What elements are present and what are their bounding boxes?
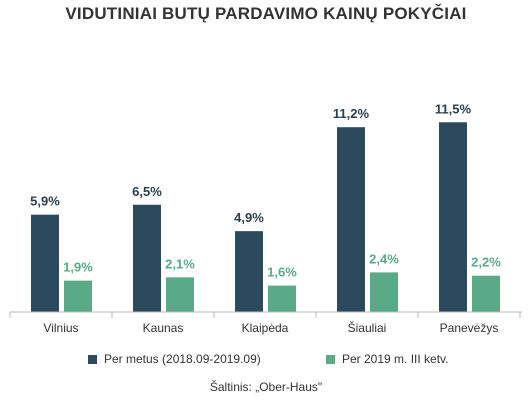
bar-1-4 (439, 122, 467, 312)
legend-swatch-series-2 (326, 354, 335, 364)
category-label-2: Klaipėda (242, 321, 289, 335)
bar-1-3 (337, 127, 365, 312)
data-label-2-1: 2,1% (165, 256, 195, 271)
data-label-2-0: 1,9% (63, 260, 93, 275)
data-label-2-3: 2,4% (369, 251, 399, 266)
legend-item-series-1: Per metus (2018.09-2019.09) (88, 352, 261, 366)
data-label-2-2: 1,6% (267, 265, 297, 280)
bars-layer (31, 122, 500, 312)
bar-2-0 (64, 280, 92, 312)
category-labels-layer: Vilnius Kaunas Klaipėda Šiauliai Panevėžys (43, 320, 498, 335)
bar-1-0 (31, 214, 59, 312)
data-label-1-0: 5,9% (30, 194, 60, 209)
legend-swatch-series-1 (88, 354, 97, 364)
chart-title: VIDUTINIAI BUTŲ PARDAVIMO KAINŲ POKYČIAI (65, 4, 467, 23)
data-label-2-4: 2,2% (471, 255, 501, 270)
category-label-4: Panevėžys (440, 321, 499, 335)
legend-label-series-2: Per 2019 m. III ketv. (342, 352, 449, 366)
bar-2-2 (268, 285, 296, 312)
bar-1-1 (133, 204, 161, 312)
bar-2-1 (166, 277, 194, 312)
data-labels-layer: 5,9% 1,9% 6,5% 2,1% 4,9% 1,6% 11,2% 2,4% 11,5% 2,… (30, 101, 501, 279)
bar-2-3 (370, 272, 398, 312)
data-label-1-1: 6,5% (132, 184, 162, 199)
axis-ticks-layer (9, 312, 521, 318)
source-note: Šaltinis: „Ober-Haus" (209, 380, 323, 394)
bar-2-4 (472, 275, 500, 312)
legend-label-series-1: Per metus (2018.09-2019.09) (104, 352, 261, 366)
category-label-1: Kaunas (143, 321, 184, 335)
category-label-3: Šiauliai (348, 320, 387, 335)
category-label-0: Vilnius (43, 321, 78, 335)
data-label-1-4: 11,5% (435, 101, 472, 116)
data-label-1-3: 11,2% (333, 106, 370, 121)
legend-item-series-2: Per 2019 m. III ketv. (326, 352, 449, 366)
data-label-1-2: 4,9% (234, 210, 264, 225)
bar-1-2 (235, 231, 263, 312)
